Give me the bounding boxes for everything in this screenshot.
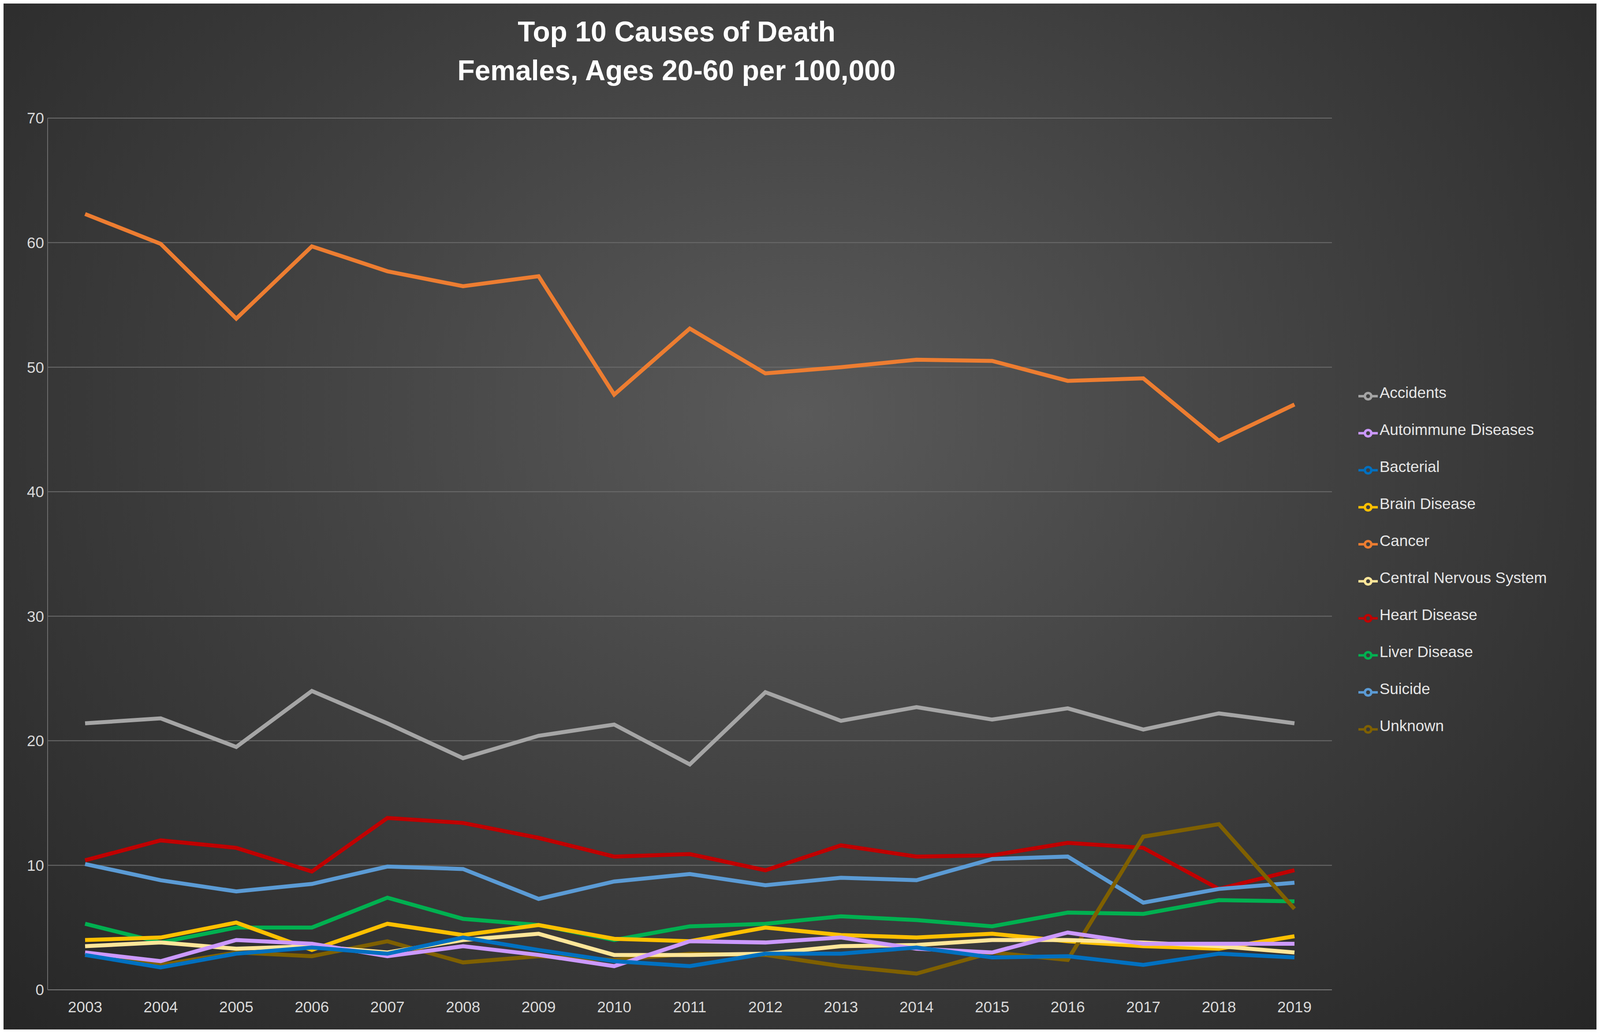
svg-text:2008: 2008: [445, 998, 481, 1016]
svg-text:2013: 2013: [823, 998, 858, 1016]
html-text:Central Nervous System: Central Nervous System: [1379, 569, 1547, 587]
svg-text:2007: 2007: [370, 998, 405, 1016]
svg-text:2019: 2019: [1277, 998, 1312, 1016]
html-text:Unknown: Unknown: [1379, 717, 1444, 735]
svg-text:2004: 2004: [143, 998, 179, 1016]
html-text:Cancer: Cancer: [1379, 532, 1430, 550]
html-text:Liver Disease: Liver Disease: [1379, 643, 1474, 661]
svg-text:2003: 2003: [67, 998, 103, 1016]
svg-text:2018: 2018: [1201, 998, 1237, 1016]
svg-text:30: 30: [26, 607, 45, 626]
svg-text:50: 50: [26, 358, 45, 377]
html-text:Suicide: Suicide: [1379, 680, 1431, 698]
svg-text:60: 60: [26, 234, 45, 252]
html-text:Accidents: Accidents: [1379, 384, 1447, 402]
html-text:Heart Disease: Heart Disease: [1379, 606, 1478, 624]
svg-text:2015: 2015: [974, 998, 1010, 1016]
html-text:Top 10 Causes of Death: Top 10 Causes of Death: [517, 15, 836, 48]
svg-text:2016: 2016: [1050, 998, 1086, 1016]
html-text:Autoimmune Diseases: Autoimmune Diseases: [1379, 421, 1534, 439]
svg-text:20: 20: [26, 732, 45, 750]
svg-text:2010: 2010: [596, 998, 632, 1016]
svg-text:2006: 2006: [294, 998, 329, 1016]
svg-text:2017: 2017: [1126, 998, 1161, 1016]
svg-text:2012: 2012: [748, 998, 783, 1016]
svg-text:2009: 2009: [521, 998, 556, 1016]
svg-text:0: 0: [35, 981, 45, 999]
svg-text:40: 40: [26, 483, 45, 501]
svg-text:10: 10: [26, 857, 45, 875]
html-text:Bacterial: Bacterial: [1379, 458, 1440, 476]
html-text:Females, Ages 20-60 per 100,00: Females, Ages 20-60 per 100,000: [457, 54, 896, 87]
svg-text:2011: 2011: [673, 998, 707, 1016]
svg-text:2014: 2014: [899, 998, 934, 1016]
svg-text:70: 70: [26, 109, 45, 127]
html-text:Brain Disease: Brain Disease: [1379, 495, 1476, 513]
svg-text:2005: 2005: [219, 998, 254, 1016]
